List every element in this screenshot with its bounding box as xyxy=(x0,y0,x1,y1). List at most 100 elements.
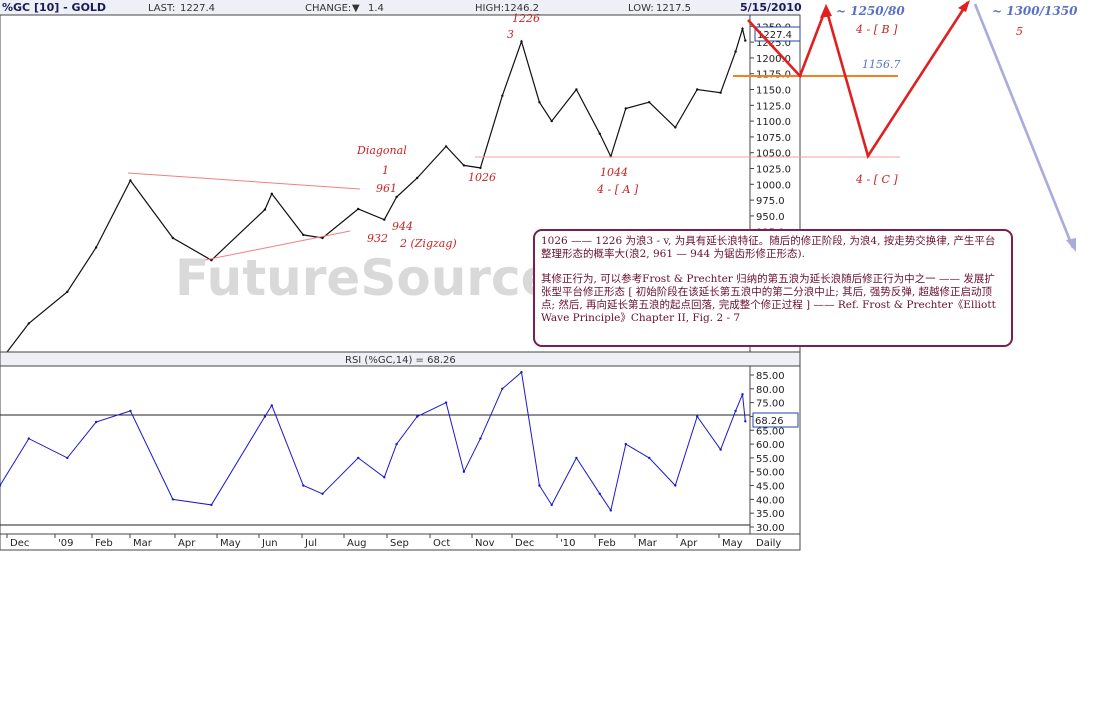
rsi-point xyxy=(0,484,2,487)
rsi-point xyxy=(383,476,386,479)
rsi-point xyxy=(171,498,175,501)
rsi-point xyxy=(479,437,482,440)
label-1044: 1044 xyxy=(600,166,628,179)
time-axis-label: Nov xyxy=(475,538,495,549)
change-arrow-icon: ▼ xyxy=(352,3,360,14)
price-point xyxy=(263,208,267,211)
rsi-point xyxy=(598,492,601,495)
price-point xyxy=(66,290,69,293)
rsi-point xyxy=(321,492,324,495)
rsi-tick-label: 50.00 xyxy=(756,468,785,479)
rsi-point xyxy=(395,442,398,446)
low-value: 1217.5 xyxy=(656,3,691,14)
price-tick-label: 1200.0 xyxy=(756,54,791,65)
price-tick-label: 1050.0 xyxy=(756,149,791,160)
price-tick-label: 1000.0 xyxy=(756,180,791,191)
rsi-tick-label: 30.00 xyxy=(756,523,785,534)
price-tick-label: 1100.0 xyxy=(756,117,791,128)
symbol-label: %GC [10] - GOLD xyxy=(2,1,106,14)
price-point xyxy=(479,166,482,170)
diagonal-upper-line xyxy=(127,172,361,190)
price-point xyxy=(719,91,722,94)
rsi-point xyxy=(270,404,273,407)
rsi-tick-label: 75.00 xyxy=(756,399,785,410)
time-axis-label: Oct xyxy=(433,538,450,549)
high-value: 1246.2 xyxy=(504,3,539,14)
label-1226: 1226 xyxy=(512,12,540,25)
rsi-panel xyxy=(0,365,751,535)
price-point xyxy=(744,39,747,42)
rsi-point xyxy=(94,420,98,424)
label-944: 944 xyxy=(392,220,413,233)
label-wave-5: 5 xyxy=(1016,25,1023,38)
rsi-point xyxy=(263,415,267,418)
rsi-tick-label: 35.00 xyxy=(756,509,785,520)
price-point xyxy=(624,107,627,110)
price-tick-label: 1125.0 xyxy=(756,101,791,112)
label-4-b: 4 - [ B ] xyxy=(855,23,898,36)
decline-path xyxy=(973,3,1075,249)
label-1026: 1026 xyxy=(468,171,496,184)
rsi-title: RSI (%GC,14) = 68.26 xyxy=(345,355,456,366)
price-point xyxy=(357,207,360,211)
watermark-text: FutureSource xyxy=(175,249,555,307)
analysis-note-para-2: 其修正行为, 可以参考Frost & Prechter 归纳的第五浪为延长浪随后… xyxy=(541,273,996,324)
rsi-point xyxy=(210,503,213,507)
projection-arrow-b-icon xyxy=(820,4,832,18)
price-point xyxy=(129,179,132,182)
price-tick-label: 950.0 xyxy=(756,212,785,223)
price-point xyxy=(598,132,601,135)
price-tick-label: 1150.0 xyxy=(756,86,791,97)
rsi-point xyxy=(648,456,651,460)
rsi-point xyxy=(624,442,627,446)
rsi-point xyxy=(744,420,747,423)
price-point xyxy=(648,101,651,104)
rsi-point xyxy=(444,401,448,404)
time-axis-label: Sep xyxy=(390,538,409,549)
time-axis-label: Apr xyxy=(178,538,196,549)
rsi-point xyxy=(520,371,523,374)
price-point xyxy=(383,218,386,221)
time-axis-label: Jul xyxy=(304,538,317,549)
diagonal-lower-line xyxy=(204,230,351,261)
time-axis-label: Mar xyxy=(133,538,153,549)
price-point xyxy=(395,195,398,199)
time-axis-label: Jun xyxy=(261,538,278,549)
rsi-point xyxy=(741,393,744,396)
price-point xyxy=(210,259,213,262)
rsi-tick-label: 80.00 xyxy=(756,385,785,396)
price-point xyxy=(550,119,553,123)
time-axis-label: '09 xyxy=(58,538,73,549)
label-wave-2: 2 (Zigzag) xyxy=(399,237,457,250)
rsi-point xyxy=(538,484,541,487)
label-961: 961 xyxy=(376,182,397,195)
analysis-note-para-1: 1026 —— 1226 为浪3 - v, 为具有延长浪特征。随后的修正阶段, … xyxy=(541,235,996,260)
time-axis-label: Apr xyxy=(680,538,698,549)
label-target-1250: ~ 1250/80 xyxy=(836,4,905,18)
price-point xyxy=(501,94,504,98)
price-point xyxy=(94,246,98,249)
last-label: LAST: xyxy=(148,3,175,14)
price-point xyxy=(696,88,699,91)
date-label: 5/15/2010 xyxy=(740,1,802,14)
analysis-note-box: 1026 —— 1226 为浪3 - v, 为具有延长浪特征。随后的修正阶段, … xyxy=(533,229,1013,347)
rsi-point xyxy=(550,503,553,507)
price-point xyxy=(27,322,30,325)
rsi-tick-label: 40.00 xyxy=(756,495,785,506)
time-axis-label: Mar xyxy=(638,538,658,549)
change-label: CHANGE: xyxy=(305,3,351,14)
price-point xyxy=(270,192,273,195)
last-price-tag xyxy=(754,26,801,42)
rsi-axis: 85.0080.0075.0070.0065.0060.0055.0050.00… xyxy=(750,371,785,534)
price-point xyxy=(302,233,305,237)
label-target-1300: ~ 1300/1350 xyxy=(992,4,1078,18)
price-point xyxy=(416,176,419,180)
rsi-last-tag-text: 68.26 xyxy=(755,416,784,427)
projection-arrow-5-icon xyxy=(958,0,970,12)
last-price-tag-text: 1227.4 xyxy=(757,30,792,41)
rsi-last-tag xyxy=(752,412,799,428)
label-wave-1: 1 xyxy=(382,164,389,177)
rsi-point xyxy=(674,484,677,487)
rsi-point xyxy=(696,415,699,418)
